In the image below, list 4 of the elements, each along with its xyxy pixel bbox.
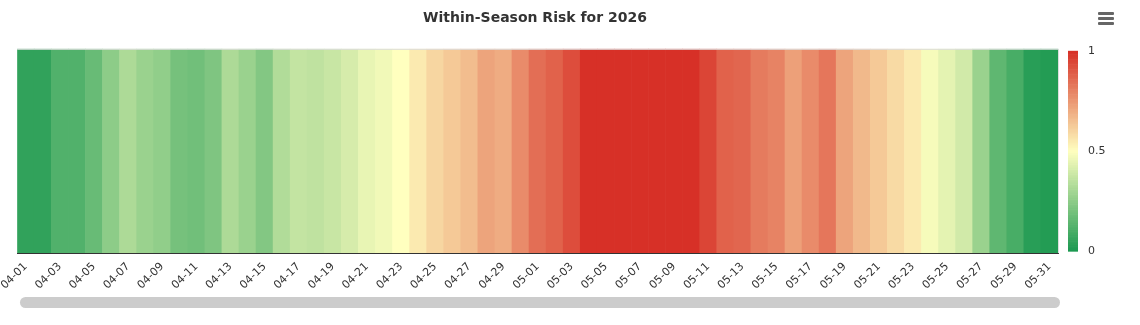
color-bar-label: 1 bbox=[1088, 43, 1095, 57]
color-bar-label: 0.5 bbox=[1088, 143, 1106, 157]
color-bar-label: 0 bbox=[1088, 243, 1095, 257]
chart-title: Within-Season Risk for 2026 bbox=[423, 9, 647, 26]
